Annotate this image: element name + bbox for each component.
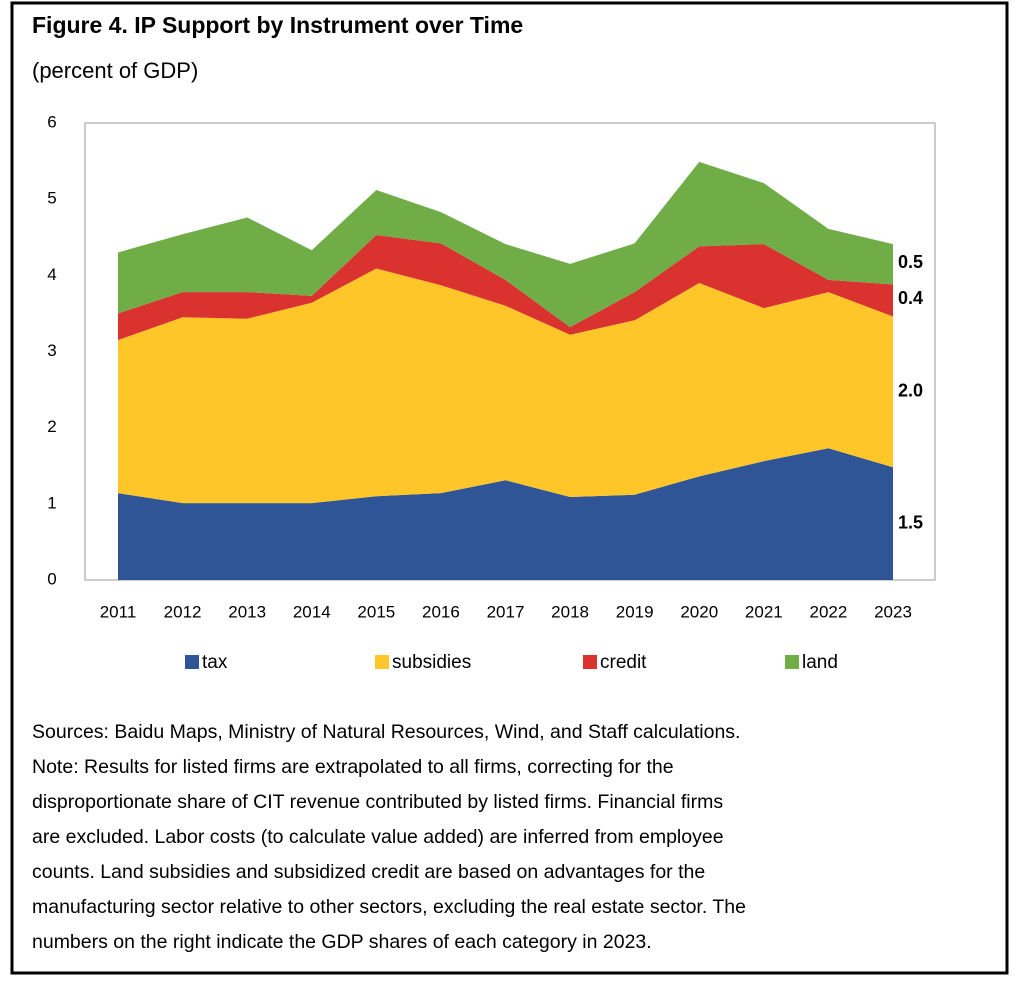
note-line: Note: Results for listed firms are extra… [32, 756, 674, 778]
x-tick-label: 2012 [164, 602, 202, 621]
x-tick-label: 2021 [745, 602, 783, 621]
legend-swatch [583, 655, 597, 669]
x-tick-label: 2015 [357, 602, 395, 621]
x-tick-label: 2019 [616, 602, 654, 621]
note-line: are excluded. Labor costs (to calculate … [32, 826, 724, 848]
legend-label: tax [202, 652, 228, 673]
x-tick-label: 2023 [874, 602, 912, 621]
area [118, 268, 893, 504]
chart-title: Figure 4. IP Support by Instrument over … [32, 12, 523, 38]
outer-border [10, 1, 1009, 975]
x-tick-label: 2022 [810, 602, 848, 621]
y-tick-label: 6 [47, 112, 56, 131]
note-line: manufacturing sector relative to other s… [32, 896, 746, 918]
legend-label: land [802, 652, 838, 673]
legend-swatch [185, 655, 199, 669]
legend-label: credit [600, 652, 647, 673]
x-tick-label: 2016 [422, 602, 460, 621]
x-tick-label: 2014 [293, 602, 331, 621]
x-tick-label: 2011 [100, 602, 137, 621]
y-tick-label: 1 [47, 493, 56, 512]
legend-swatch [785, 655, 799, 669]
note-line: disproportionate share of CIT revenue co… [32, 791, 723, 813]
legend-label: subsidies [392, 652, 471, 673]
end-label: 2.0 [898, 381, 923, 401]
end-label: 0.5 [898, 252, 923, 272]
y-tick-label: 2 [47, 417, 56, 436]
area [118, 161, 893, 328]
chart-subtitle: (percent of GDP) [32, 58, 198, 83]
x-tick-label: 2018 [551, 602, 589, 621]
y-tick-label: 0 [47, 569, 56, 588]
note-line: counts. Land subsidies and subsidized cr… [32, 861, 705, 883]
note-line: numbers on the right indicate the GDP sh… [32, 931, 652, 953]
x-tick-label: 2013 [228, 602, 266, 621]
end-label: 1.5 [898, 512, 923, 532]
end-label: 0.4 [898, 288, 923, 308]
y-tick-label: 4 [47, 265, 56, 284]
area [118, 448, 893, 580]
note-line: Sources: Baidu Maps, Ministry of Natural… [32, 721, 740, 743]
legend-swatch [375, 655, 389, 669]
y-tick-label: 3 [47, 341, 56, 360]
area [118, 234, 893, 341]
y-tick-label: 5 [47, 189, 56, 208]
x-tick-label: 2020 [680, 602, 718, 621]
x-tick-label: 2017 [487, 602, 525, 621]
